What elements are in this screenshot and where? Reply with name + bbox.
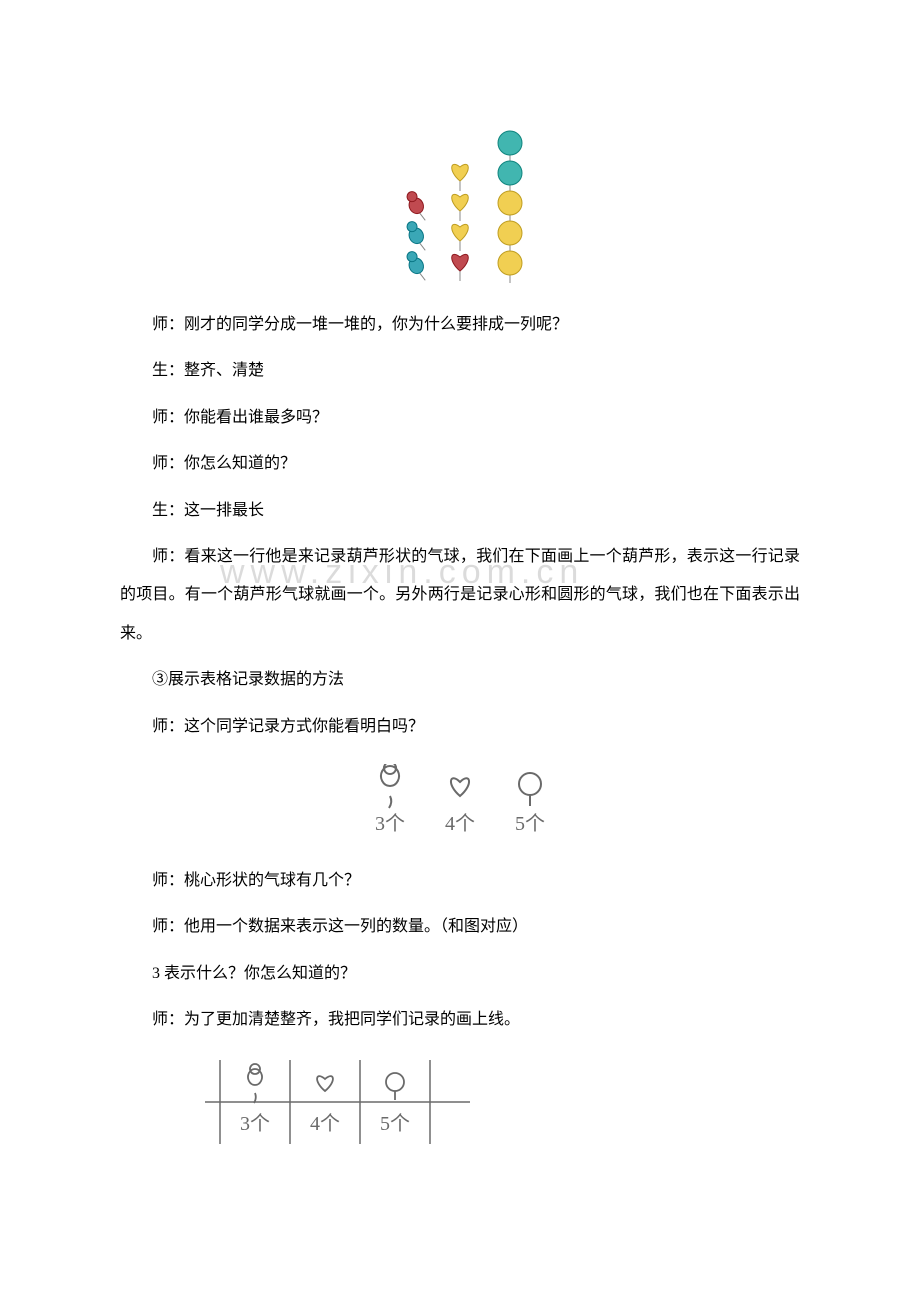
line-student-2: 生：这一排最长 (120, 492, 800, 530)
line-section-3: ③展示表格记录数据的方法 (120, 661, 800, 699)
svg-text:5个: 5个 (515, 812, 545, 835)
balloon-columns-svg (380, 98, 540, 288)
balloon-columns-figure (120, 98, 800, 288)
icon-table-figure: 3个 4个 5个 (120, 1057, 800, 1147)
line-student-1: 生：整齐、清楚 (120, 352, 800, 390)
line-teacher-7: 师：他用一个数据来表示这一列的数量。（和图对应） (120, 908, 800, 946)
line-teacher-8: 师：为了更加清楚整齐，我把同学们记录的画上线。 (120, 1001, 800, 1039)
svg-text:3个: 3个 (240, 1112, 270, 1135)
line-teacher-6: 师：桃心形状的气球有几个？ (120, 862, 800, 900)
line-question-3: 3 表示什么？你怎么知道的？ (120, 955, 800, 993)
document-page: 师：刚才的同学分成一堆一堆的，你为什么要排成一列呢？ 生：整齐、清楚 师：你能看… (0, 0, 920, 1225)
icon-row-figure: 3个 4个 5个 (120, 764, 800, 844)
line-teacher-3: 师：你怎么知道的？ (120, 445, 800, 483)
line-teacher-5: 师：这个同学记录方式你能看明白吗？ (120, 708, 800, 746)
paragraph-with-watermark: 师：看来这一行他是来记录葫芦形状的气球，我们在下面画上一个葫芦形，表示这一行记录… (120, 538, 800, 653)
line-teacher-1: 师：刚才的同学分成一堆一堆的，你为什么要排成一列呢？ (120, 306, 800, 344)
svg-text:5个: 5个 (380, 1112, 410, 1135)
svg-text:3个: 3个 (375, 812, 405, 835)
icon-row-svg: 3个 4个 5个 (340, 764, 580, 844)
svg-text:4个: 4个 (310, 1112, 340, 1135)
svg-text:4个: 4个 (445, 812, 475, 835)
line-teacher-2: 师：你能看出谁最多吗？ (120, 399, 800, 437)
icon-table-svg: 3个 4个 5个 (200, 1057, 480, 1147)
line-teacher-4: 师：看来这一行他是来记录葫芦形状的气球，我们在下面画上一个葫芦形，表示这一行记录… (120, 538, 800, 653)
